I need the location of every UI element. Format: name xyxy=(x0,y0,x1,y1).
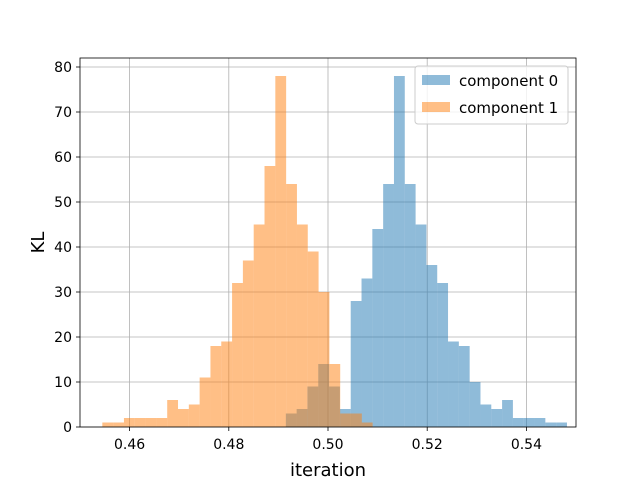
histogram-bar xyxy=(556,422,567,427)
histogram-bar xyxy=(502,400,513,427)
x-tick-label: 0.54 xyxy=(511,437,542,453)
y-tick-label: 70 xyxy=(54,105,72,121)
histogram-bar xyxy=(480,404,492,427)
histogram-bar xyxy=(534,418,546,427)
histogram-bar xyxy=(242,260,254,427)
histogram-bar xyxy=(372,229,384,427)
histogram-bar xyxy=(178,409,189,427)
histogram-bar xyxy=(329,364,341,427)
histogram-bar xyxy=(188,404,200,427)
histogram-bar xyxy=(512,418,524,427)
x-tick-label: 0.48 xyxy=(213,437,244,453)
y-tick-label: 10 xyxy=(54,375,72,391)
x-tick-label: 0.50 xyxy=(312,437,343,453)
legend-swatch xyxy=(422,102,450,112)
histogram-bar xyxy=(307,251,319,427)
series-1-bars xyxy=(102,76,373,427)
histogram-bar xyxy=(318,292,330,427)
y-tick-label: 40 xyxy=(54,240,72,256)
y-tick-label: 50 xyxy=(54,195,72,211)
histogram-bar xyxy=(134,418,146,427)
legend: component 0 component 1 xyxy=(414,65,569,125)
histogram-bar xyxy=(102,422,114,427)
legend-label: component 0 xyxy=(459,72,558,90)
histogram-bar xyxy=(415,224,427,427)
histogram-bar xyxy=(167,400,179,427)
histogram-bar xyxy=(275,76,287,427)
x-tick-label: 0.46 xyxy=(114,437,145,453)
histogram-bar xyxy=(351,413,362,427)
histogram-bar xyxy=(426,265,438,427)
histogram-bar xyxy=(286,184,297,427)
histogram-bar xyxy=(469,382,481,427)
histogram-bar xyxy=(123,418,135,427)
histogram-bar xyxy=(145,418,157,427)
histogram-bar xyxy=(113,422,124,427)
histogram-bar xyxy=(253,224,265,427)
histogram-bar xyxy=(437,283,449,427)
legend-label: component 1 xyxy=(459,99,558,117)
histogram-bar xyxy=(523,418,535,427)
legend-box xyxy=(414,65,569,125)
histogram-bar xyxy=(404,184,416,427)
histogram-bar xyxy=(491,409,503,427)
y-tick-label: 30 xyxy=(54,285,72,301)
x-axis-label: iteration xyxy=(290,460,366,480)
histogram-bar xyxy=(199,377,211,427)
histogram-bar xyxy=(221,341,233,427)
histogram-bar xyxy=(361,422,373,427)
histogram-bar xyxy=(264,166,276,427)
histogram-bar xyxy=(232,283,243,427)
histogram-bars xyxy=(102,76,567,427)
x-tick-label: 0.52 xyxy=(412,437,443,453)
histogram-bar xyxy=(383,184,394,427)
histogram-bar xyxy=(448,341,459,427)
histogram-bar xyxy=(296,224,308,427)
histogram-bar xyxy=(350,301,362,427)
histogram-bar xyxy=(210,346,222,427)
histogram-bar xyxy=(361,278,373,427)
y-tick-label: 80 xyxy=(54,60,72,76)
y-axis-label: KL xyxy=(28,232,49,254)
y-tick-label: 20 xyxy=(54,330,72,346)
y-axis-ticks: 0 10 20 30 40 50 60 70 80 xyxy=(54,60,80,436)
histogram-bar xyxy=(340,413,352,427)
histogram-bar xyxy=(458,346,470,427)
y-tick-label: 0 xyxy=(63,420,72,436)
legend-swatch xyxy=(422,75,450,85)
y-tick-label: 60 xyxy=(54,150,72,166)
histogram-bar xyxy=(156,418,168,427)
histogram-bar xyxy=(545,422,557,427)
histogram-bar xyxy=(393,76,405,427)
x-axis-ticks: 0.46 0.48 0.50 0.52 0.54 xyxy=(114,427,542,453)
